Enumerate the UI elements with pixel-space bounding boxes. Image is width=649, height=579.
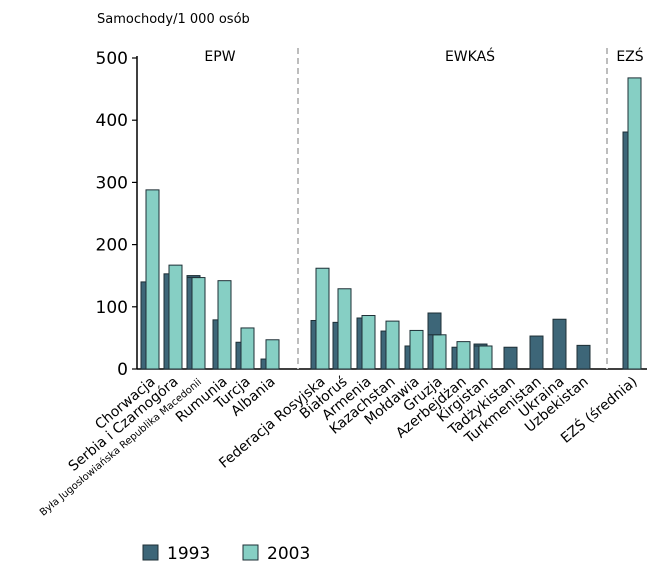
bar-2003 [432,334,447,370]
legend-label: 1993 [167,544,210,564]
bars [140,77,642,370]
y-axis-label: Samochody/1 000 osób [97,12,250,27]
y-tick-label: 200 [96,236,128,256]
group-label: EPW [204,49,235,65]
y-tick-label: 400 [96,111,128,131]
group-labels: EPW EWKAŚ EZŚ [204,47,643,65]
bar-2003 [361,315,376,370]
legend: 1993 2003 [142,544,310,564]
bar-2003 [456,341,471,370]
bar-2003 [478,345,493,370]
y-ticks: 0 100 200 300 400 500 [96,49,137,380]
legend-label: 2003 [267,544,310,564]
bar-2003 [385,320,400,370]
bar-2003 [191,277,206,370]
y-tick-label: 0 [117,360,128,380]
bar-2003 [627,77,642,370]
group-separators [297,48,608,369]
group-label: EWKAŚ [445,47,495,65]
bar-2003 [409,329,424,370]
group-label: EZŚ [616,47,643,65]
bar-1993-top [427,312,442,336]
legend-swatch [142,544,159,561]
bar-2003 [145,189,160,370]
bar-2003 [265,339,280,370]
y-tick-label: 500 [96,49,128,69]
y-tick-label: 100 [96,298,128,318]
bar-1993 [529,335,544,370]
legend-swatch [242,544,259,561]
x-tick-label: Serbia i Czarnogóra [66,374,182,475]
y-tick-label: 300 [96,173,128,193]
bar-1993-top [186,275,201,279]
bar-1993 [552,318,567,370]
bar-1993 [503,346,518,370]
bar-2003 [337,288,352,370]
bar-1993 [576,344,591,370]
bar-2003 [217,280,232,370]
bar-2003 [240,327,255,370]
bar-2003 [168,264,183,370]
bar-2003 [315,267,330,370]
bar-1993-top [473,343,488,347]
